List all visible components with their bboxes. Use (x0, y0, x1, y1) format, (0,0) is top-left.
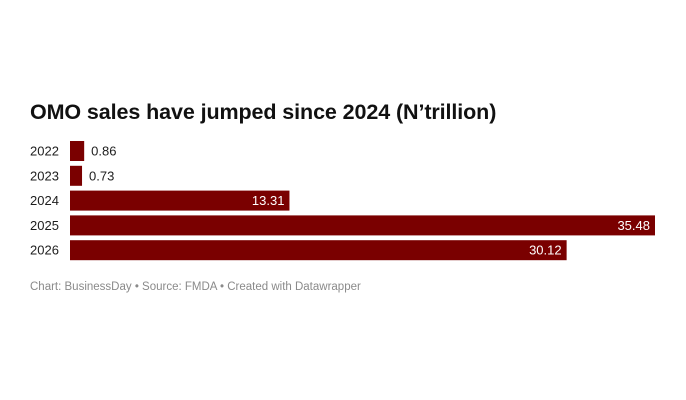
bar-2023 (70, 165, 83, 186)
value-label-2026: 30.12 (529, 243, 562, 258)
category-label-2022: 2022 (30, 144, 59, 159)
value-label-2024: 13.31 (252, 193, 285, 208)
category-label-2025: 2025 (30, 218, 59, 233)
chart-footer: Chart: BusinessDay • Source: FMDA • Crea… (30, 281, 361, 293)
chart-title: OMO sales have jumped since 2024 (N’tril… (30, 100, 497, 124)
value-label-2025: 35.48 (617, 218, 650, 233)
category-label-2026: 2026 (30, 243, 59, 258)
bar-2025 (70, 215, 655, 236)
value-label-2023: 0.73 (89, 168, 114, 183)
category-label-2024: 2024 (30, 193, 59, 208)
bar-2022 (70, 141, 85, 161)
bar-2026 (70, 240, 567, 261)
value-label-2022: 0.86 (91, 144, 116, 159)
category-label-2023: 2023 (30, 168, 59, 183)
bar-2024 (70, 190, 290, 211)
bar-chart: 2022 0.86 2023 0.73 2024 13.31 2025 35.48 2026 30… (30, 141, 655, 261)
